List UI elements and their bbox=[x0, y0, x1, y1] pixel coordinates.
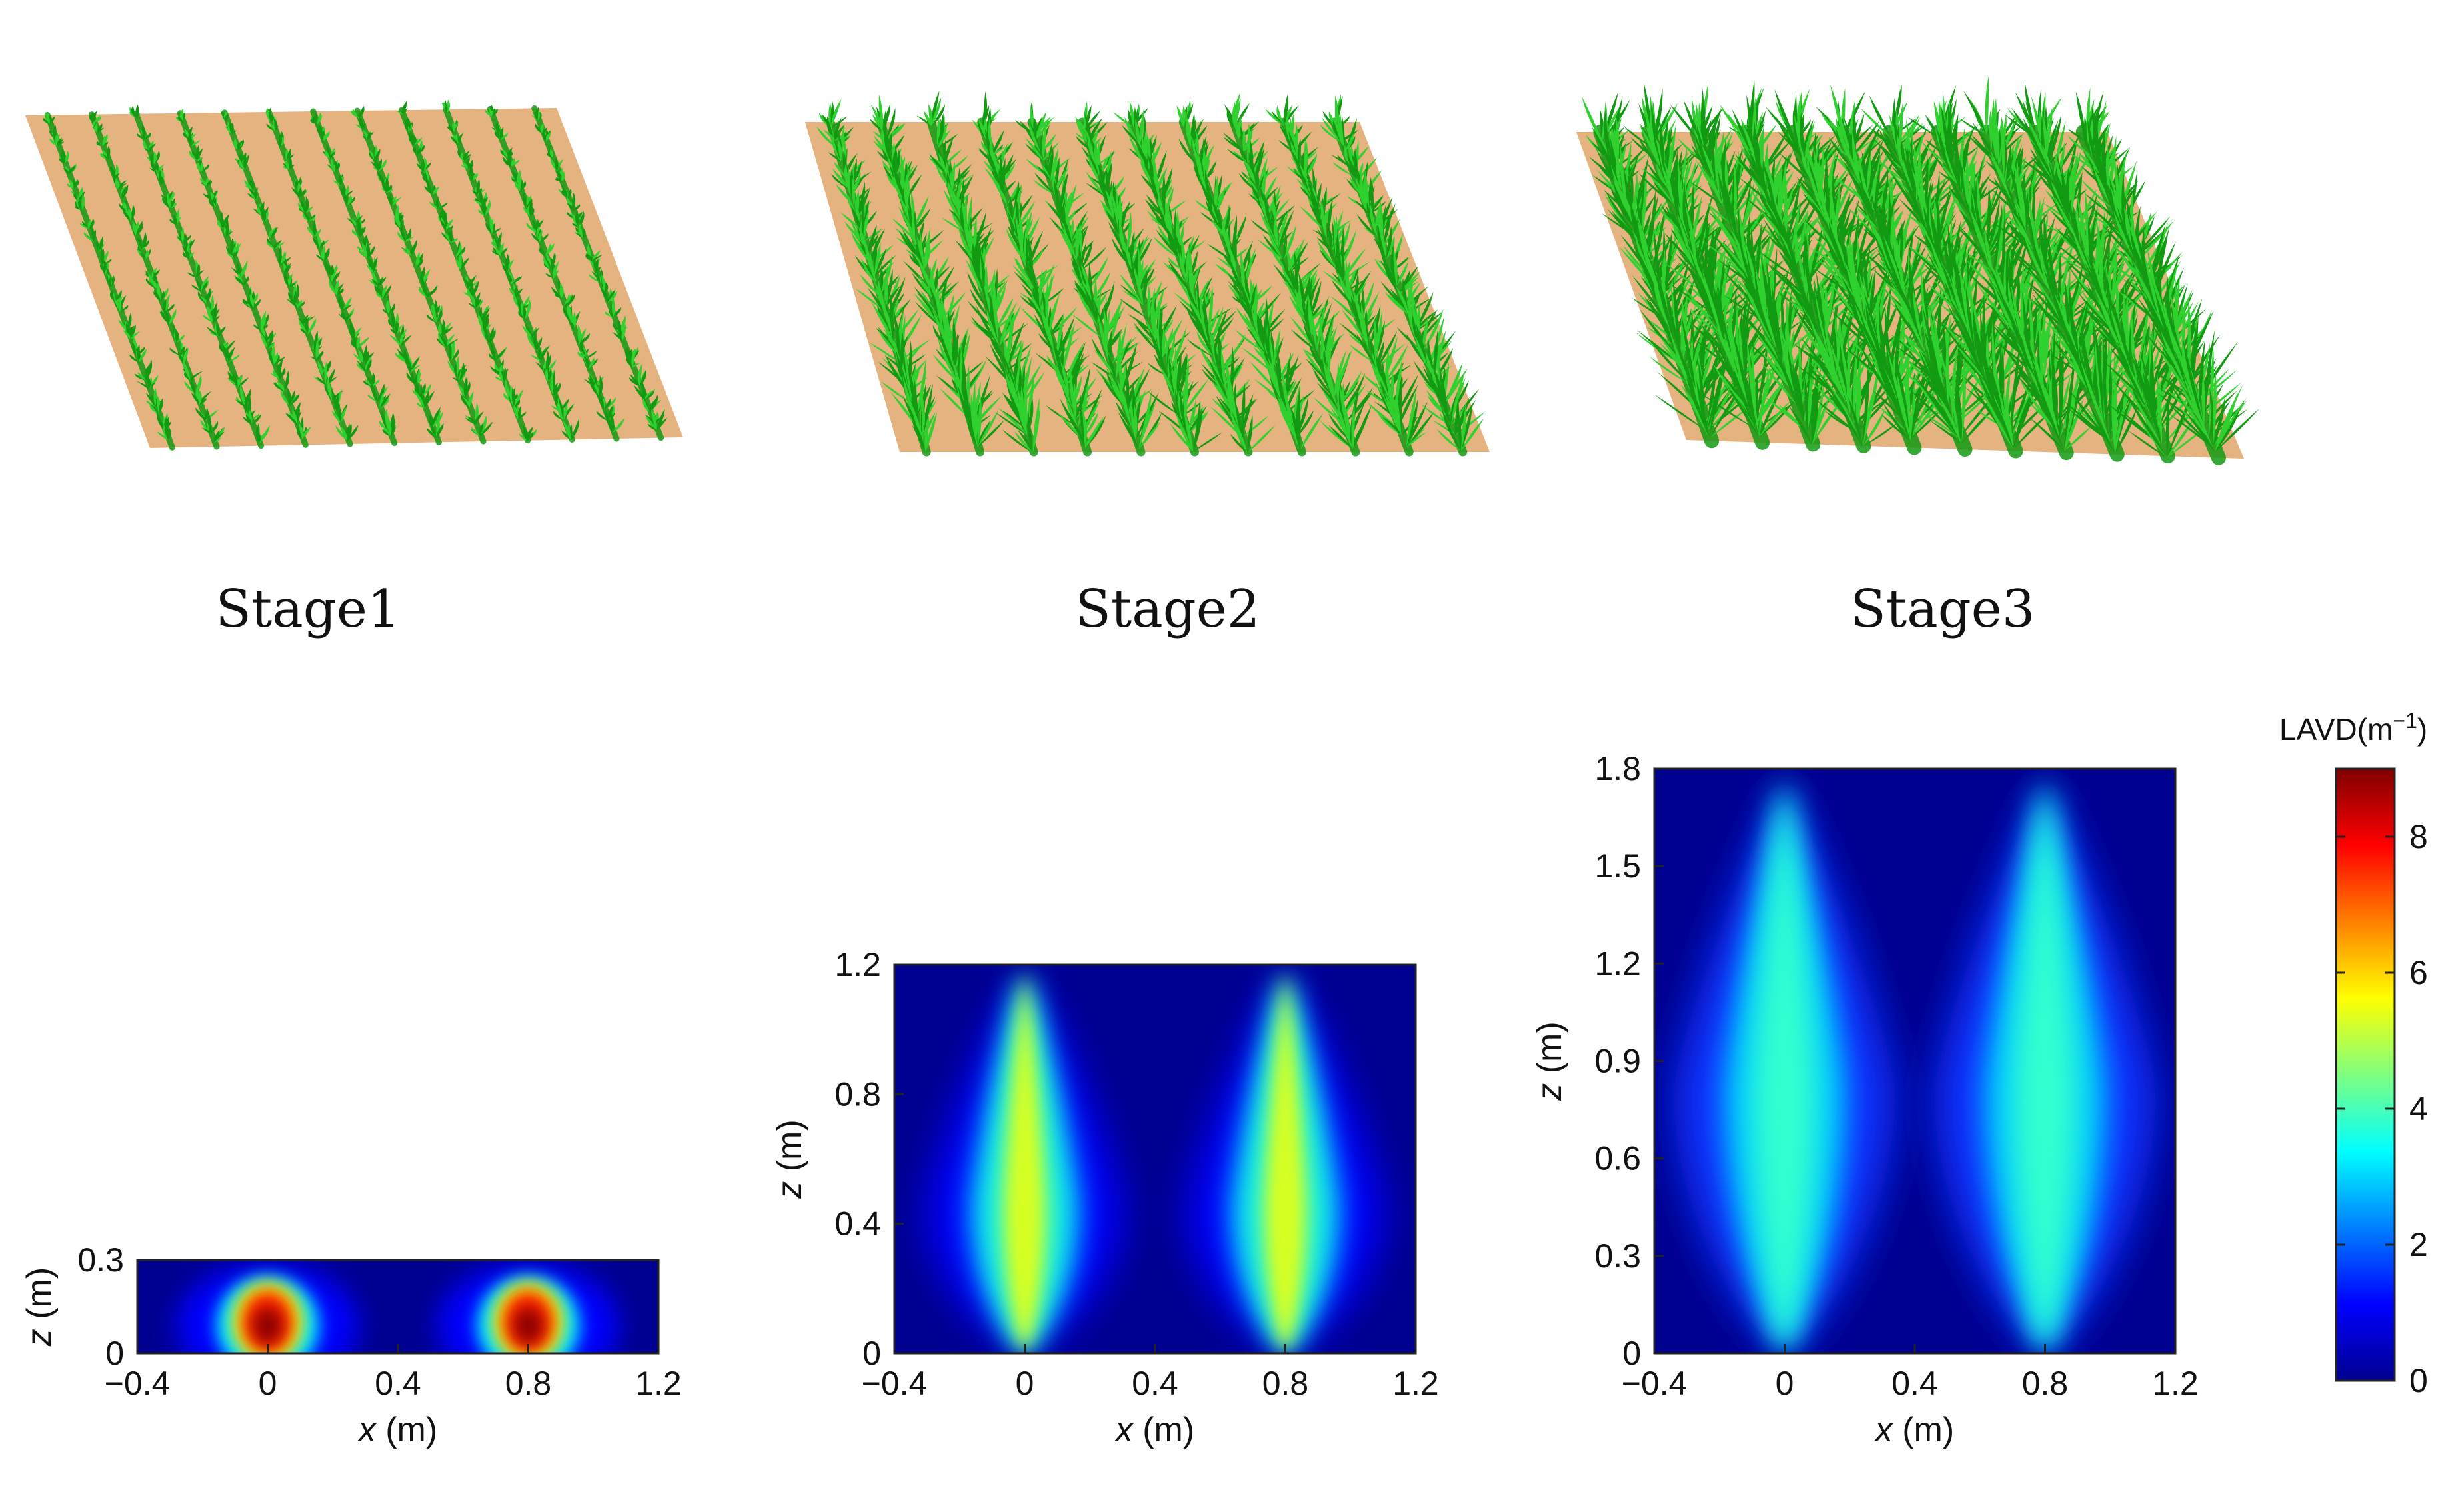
heatmap-field bbox=[894, 965, 1416, 1353]
plant-row bbox=[1582, 91, 1760, 449]
plant-row bbox=[1860, 84, 2054, 459]
lavd-plume bbox=[1934, 780, 2156, 1353]
x-axis-label: x (m) bbox=[357, 1411, 437, 1449]
plant-row bbox=[1265, 93, 1435, 457]
y-tick-label: 0.8 bbox=[834, 1075, 881, 1113]
x-axis-label: x (m) bbox=[1873, 1411, 1954, 1449]
heatmap-field bbox=[137, 1260, 658, 1353]
y-tick-label: 1.2 bbox=[1594, 945, 1641, 982]
y-tick-label: 1.2 bbox=[834, 946, 881, 983]
scene-stage2 bbox=[805, 91, 1490, 457]
y-axis-label: z (m) bbox=[770, 1119, 809, 1199]
plant-row bbox=[265, 107, 398, 447]
y-axis-label: z (m) bbox=[20, 1267, 59, 1347]
x-tick-label: −0.4 bbox=[862, 1365, 928, 1402]
x-tick-label: 0.4 bbox=[1132, 1365, 1178, 1402]
x-tick-label: 0 bbox=[1016, 1365, 1034, 1402]
plant-row bbox=[1320, 94, 1486, 457]
stage2-label: Stage2 bbox=[1076, 579, 1260, 639]
plant-row bbox=[1815, 84, 2005, 457]
plant-rows bbox=[1582, 76, 2260, 465]
colorbar-tick-label: 4 bbox=[2409, 1090, 2428, 1127]
y-tick-label: 0.9 bbox=[1594, 1043, 1641, 1080]
colorbar-tick-label: 0 bbox=[2409, 1362, 2428, 1399]
x-tick-label: 0.8 bbox=[2022, 1365, 2069, 1402]
y-tick-label: 1.8 bbox=[1594, 750, 1641, 787]
x-tick-label: −0.4 bbox=[105, 1365, 171, 1402]
colorbar-gradient bbox=[2335, 767, 2396, 1382]
heatmap-field bbox=[1654, 769, 2175, 1353]
plant-row bbox=[1015, 100, 1162, 457]
plant-row bbox=[1176, 99, 1324, 457]
heatmap-stage1: −0.4 0 0.4 0.8 1.200.3x (m)z (m) bbox=[20, 1241, 682, 1449]
stage3-label: Stage3 bbox=[1851, 579, 2035, 639]
colorbar-title: LAVD(m−1) bbox=[2279, 709, 2427, 747]
x-tick-label: 1.2 bbox=[1392, 1365, 1439, 1402]
lavd-plume bbox=[1187, 972, 1384, 1353]
plant-row bbox=[351, 105, 493, 445]
x-tick-label: 0.4 bbox=[1891, 1365, 1938, 1402]
x-tick-label: 1.2 bbox=[635, 1365, 682, 1402]
lavd-plume bbox=[1674, 780, 1895, 1353]
plant-row bbox=[531, 105, 668, 441]
colorbar: LAVD(m−1) 0 2 4 6 8 bbox=[2279, 709, 2428, 1399]
plant-row bbox=[816, 99, 937, 457]
plant-rows bbox=[43, 99, 668, 451]
plant-row bbox=[89, 110, 225, 450]
x-tick-label: 0.8 bbox=[1262, 1365, 1309, 1402]
y-tick-label: 0.6 bbox=[1594, 1140, 1641, 1177]
y-tick-label: 0 bbox=[105, 1335, 124, 1372]
plant-rows bbox=[816, 91, 1486, 457]
x-axis-label: x (m) bbox=[1114, 1411, 1194, 1449]
lavd-plume bbox=[926, 972, 1123, 1353]
heatmap-stage3: −0.4 0 0.4 0.8 1.200.30.60.91.21.51.8x (m)z … bbox=[1530, 750, 2199, 1449]
plant-row bbox=[1113, 101, 1276, 457]
y-tick-label: 0 bbox=[862, 1335, 881, 1372]
plant-row bbox=[441, 99, 579, 443]
y-tick-label: 1.5 bbox=[1594, 847, 1641, 885]
plant-row bbox=[1075, 101, 1222, 457]
stage1-label: Stage1 bbox=[216, 579, 401, 639]
plant-row bbox=[916, 91, 1045, 457]
x-tick-label: 1.2 bbox=[2152, 1365, 2199, 1402]
plant-row bbox=[1222, 92, 1374, 457]
plant-row bbox=[1766, 88, 1962, 455]
y-tick-label: 0 bbox=[1622, 1335, 1641, 1372]
x-tick-label: 0 bbox=[259, 1365, 277, 1402]
x-tick-label: 0.4 bbox=[375, 1365, 421, 1402]
y-axis-label: z (m) bbox=[1530, 1021, 1569, 1101]
colorbar-tick-label: 2 bbox=[2409, 1226, 2428, 1263]
soil-plane bbox=[25, 108, 683, 448]
plant-row bbox=[397, 101, 537, 444]
plant-row bbox=[1907, 85, 2105, 461]
y-tick-label: 0.4 bbox=[834, 1205, 881, 1243]
plant-row bbox=[310, 108, 444, 445]
y-tick-label: 0.3 bbox=[1594, 1237, 1641, 1275]
scene-stage3 bbox=[1576, 76, 2260, 465]
plant-row bbox=[176, 108, 312, 448]
x-tick-label: 0 bbox=[1776, 1365, 1794, 1402]
plant-row bbox=[869, 94, 1004, 457]
plant-row bbox=[43, 111, 175, 451]
colorbar-tick-label: 8 bbox=[2409, 818, 2428, 855]
plant-row bbox=[2065, 87, 2260, 465]
colorbar-ticks: 0 2 4 6 8 bbox=[2336, 818, 2428, 1399]
plant-row bbox=[129, 104, 270, 449]
plant-row bbox=[972, 91, 1106, 457]
x-tick-label: 0.8 bbox=[505, 1365, 552, 1402]
plant-row bbox=[485, 103, 624, 442]
x-tick-label: −0.4 bbox=[1622, 1365, 1688, 1402]
lavd-plume bbox=[176, 1262, 359, 1353]
scene-stage1 bbox=[25, 99, 683, 451]
colorbar-tick-label: 6 bbox=[2409, 954, 2428, 991]
y-tick-label: 0.3 bbox=[77, 1241, 124, 1279]
heatmap-stage2: −0.4 0 0.4 0.8 1.200.40.81.2x (m)z (m) bbox=[770, 946, 1439, 1449]
lavd-plume bbox=[437, 1262, 620, 1353]
plant-row bbox=[220, 109, 359, 447]
